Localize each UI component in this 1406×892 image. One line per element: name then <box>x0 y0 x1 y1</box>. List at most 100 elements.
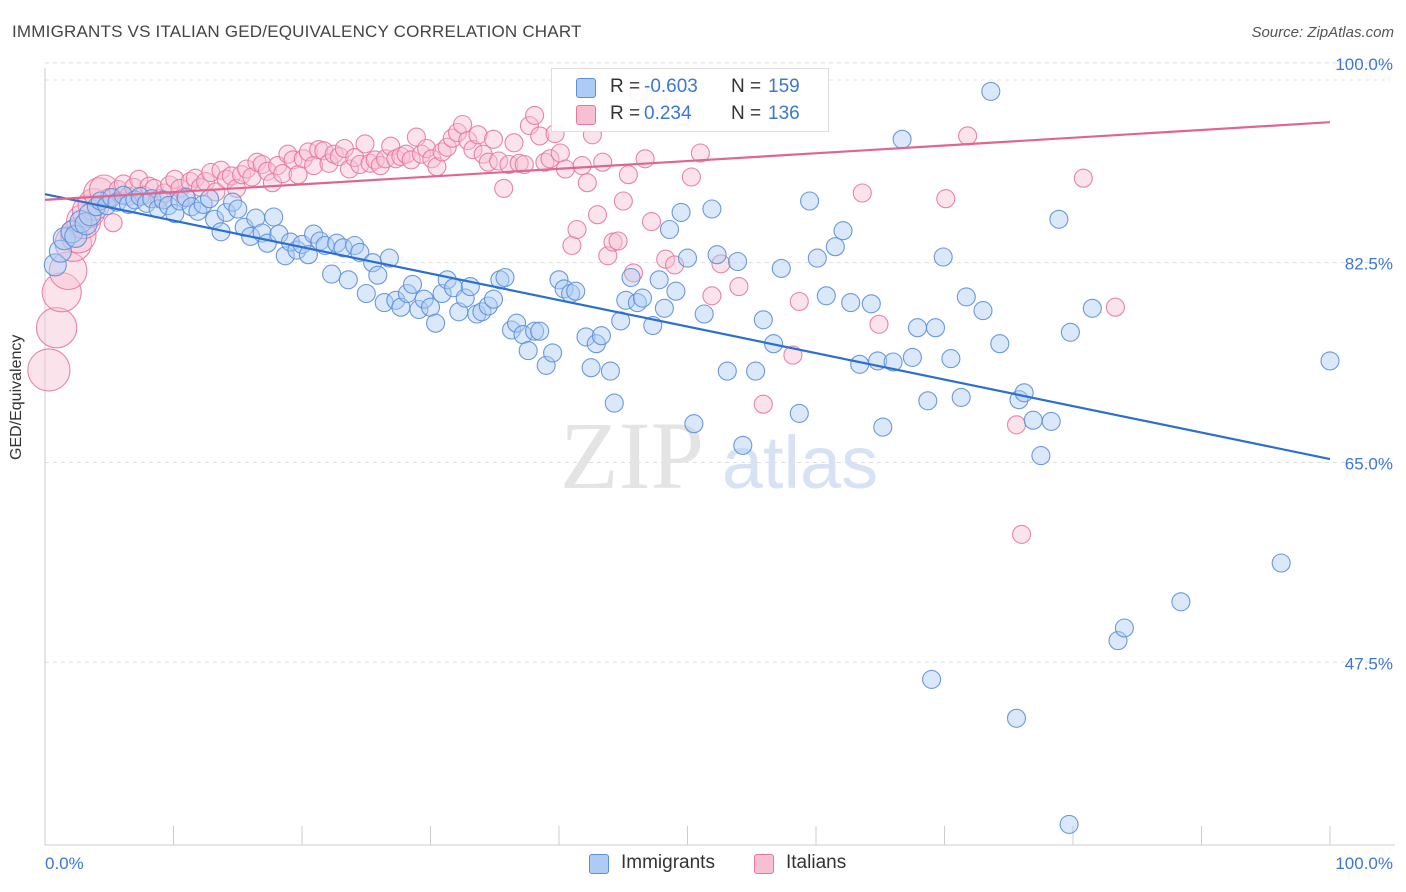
data-point <box>530 126 550 146</box>
data-point <box>257 161 277 181</box>
data-point <box>616 290 636 310</box>
data-point <box>64 224 88 248</box>
data-point <box>800 191 820 211</box>
data-point <box>103 213 123 233</box>
data-point <box>495 267 515 288</box>
data-point <box>789 403 809 423</box>
data-point <box>883 352 903 372</box>
data-point <box>892 129 912 149</box>
data-point <box>483 289 504 309</box>
data-point <box>852 183 872 203</box>
data-point <box>958 126 978 146</box>
chart-title: IMMIGRANTS VS ITALIAN GED/EQUIVALENCY CO… <box>12 22 582 41</box>
data-point <box>338 270 358 290</box>
data-point <box>1006 415 1027 435</box>
data-point <box>60 220 84 244</box>
n-value: 136 <box>768 103 800 124</box>
data-point <box>165 169 185 189</box>
data-point <box>690 143 710 163</box>
data-point <box>1114 618 1134 638</box>
data-point <box>525 105 545 125</box>
data-point <box>397 283 417 304</box>
data-point <box>518 341 538 361</box>
data-point <box>411 144 432 164</box>
data-point <box>956 287 976 307</box>
data-point <box>861 294 881 314</box>
data-point <box>951 387 971 407</box>
data-point <box>507 313 527 333</box>
data-point <box>941 349 961 369</box>
data-point <box>671 202 691 222</box>
data-point <box>264 207 284 227</box>
grid-layer <box>45 62 1390 663</box>
data-point <box>478 152 498 172</box>
data-point <box>659 219 680 240</box>
data-point <box>990 334 1010 354</box>
data-point <box>60 217 97 254</box>
data-point <box>729 277 749 297</box>
data-point <box>273 164 293 184</box>
data-point <box>825 237 845 257</box>
data-point <box>437 137 457 157</box>
r-label: R = <box>610 103 641 124</box>
data-point <box>1006 708 1027 728</box>
y-tick-label: 65.0% <box>1345 454 1393 473</box>
data-point <box>572 156 592 176</box>
data-point <box>1320 351 1340 371</box>
data-point <box>176 188 196 208</box>
data-point <box>52 227 76 251</box>
r-value: -0.603 <box>644 76 698 97</box>
data-point <box>535 152 555 172</box>
data-point <box>593 152 613 172</box>
data-point <box>632 288 653 308</box>
data-point <box>600 361 620 381</box>
data-point <box>525 321 545 341</box>
data-point <box>409 299 429 320</box>
data-point <box>549 270 569 290</box>
data-point <box>681 167 701 187</box>
data-point <box>113 174 133 194</box>
data-point <box>684 414 704 434</box>
data-point <box>925 318 946 338</box>
data-point <box>1023 410 1043 430</box>
immigrants-points <box>43 81 1340 834</box>
data-point <box>746 361 766 381</box>
data-point <box>550 143 570 163</box>
data-point <box>649 270 669 290</box>
data-point <box>48 239 72 263</box>
data-point <box>43 253 67 277</box>
data-point <box>483 129 504 149</box>
data-point <box>981 81 1001 101</box>
data-point <box>577 173 597 193</box>
data-point <box>1271 553 1291 573</box>
data-point <box>322 264 342 284</box>
data-point <box>789 291 809 312</box>
immigrants-trend-line <box>44 193 1331 461</box>
data-point <box>807 248 827 268</box>
data-point <box>753 394 773 414</box>
data-point <box>936 189 956 209</box>
data-point <box>396 144 416 164</box>
data-point <box>455 288 475 308</box>
data-point <box>27 348 71 392</box>
n-label: N = <box>731 76 762 97</box>
data-point <box>1049 209 1069 229</box>
data-point <box>426 313 446 333</box>
watermark-atlas: atlas <box>722 421 878 504</box>
data-point <box>907 318 928 338</box>
data-point <box>1031 446 1051 466</box>
data-point <box>375 149 396 169</box>
data-point <box>567 219 587 240</box>
data-point <box>587 205 608 225</box>
data-point <box>339 159 360 179</box>
data-point <box>199 189 220 209</box>
data-point <box>494 178 514 198</box>
data-point <box>613 191 633 211</box>
data-point <box>654 298 674 318</box>
data-point <box>65 204 102 240</box>
y-axis-label: GED/Equivalency <box>8 334 25 460</box>
data-point <box>519 116 539 136</box>
data-point <box>468 125 488 145</box>
data-point <box>604 393 624 413</box>
data-point <box>417 138 437 159</box>
